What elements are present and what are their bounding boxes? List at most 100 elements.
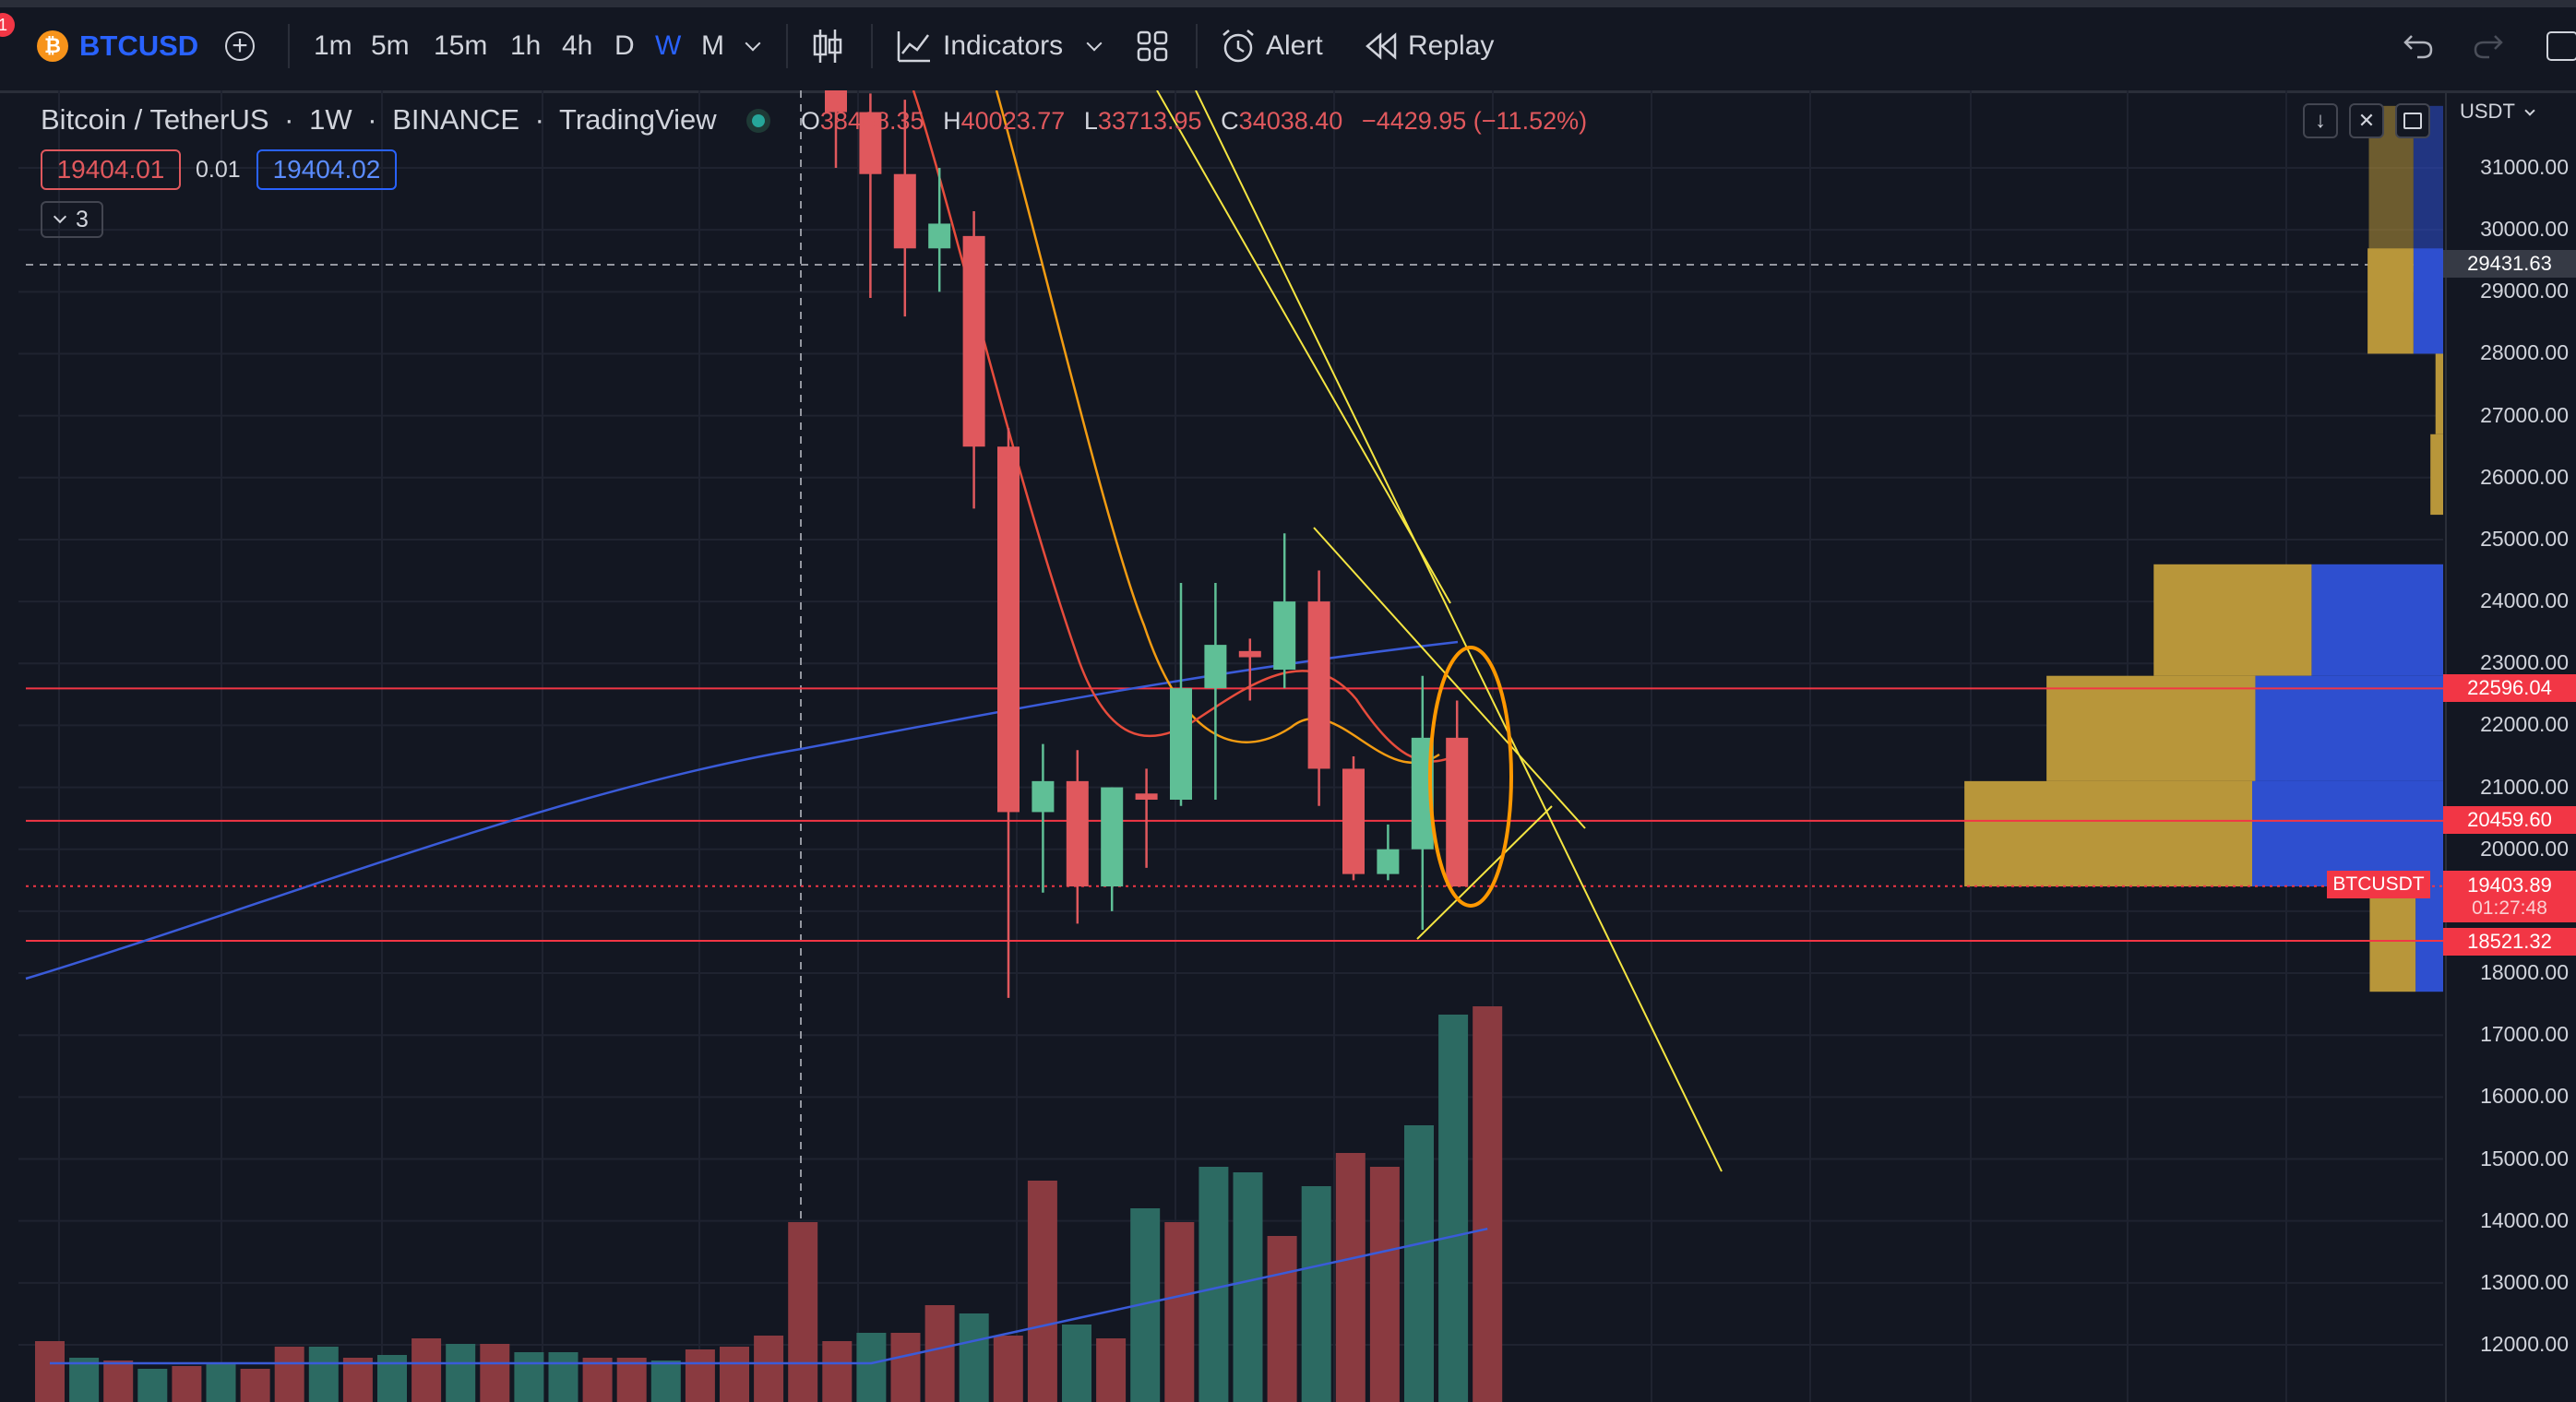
- price-axis-label: 23000.00: [2480, 650, 2569, 675]
- interval-4h[interactable]: 4h: [562, 30, 593, 61]
- interval-1m[interactable]: 1m: [314, 30, 352, 61]
- volume-bar: [1062, 1325, 1091, 1402]
- buy-price-button[interactable]: 19404.02: [256, 149, 397, 190]
- level-price-tag: 18521.32: [2443, 928, 2576, 956]
- symbol-legend[interactable]: Bitcoin / TetherUS · 1W · BINANCE · Trad…: [41, 103, 1588, 136]
- indicators-count: 3: [76, 206, 89, 232]
- maximize-button[interactable]: [2395, 103, 2430, 138]
- volume-bar: [103, 1360, 134, 1402]
- volume-bar: [1404, 1125, 1434, 1402]
- redo-icon: [2474, 35, 2503, 59]
- volume-bar: [993, 1336, 1023, 1402]
- volume-bar: [206, 1363, 236, 1402]
- indicators-dropdown-button[interactable]: [1086, 13, 1103, 79]
- market-status-dot-icon: [752, 114, 766, 127]
- templates-button[interactable]: [1137, 13, 1168, 79]
- candle-body: [1032, 780, 1055, 813]
- candle-body: [1307, 601, 1330, 769]
- indicators-button[interactable]: Indicators: [897, 13, 1063, 79]
- candle-body: [962, 235, 985, 447]
- sell-price-button[interactable]: 19404.01: [41, 149, 181, 190]
- ohlc-open-label: O: [800, 107, 820, 135]
- volume-bar: [1096, 1338, 1127, 1402]
- redo-button[interactable]: [2473, 13, 2504, 79]
- collapse-button[interactable]: ✕: [2349, 103, 2384, 138]
- volume-bar: [172, 1366, 202, 1402]
- alert-button[interactable]: Alert: [1220, 13, 1323, 79]
- grid-icon: [1137, 30, 1168, 62]
- replay-label: Replay: [1408, 30, 1495, 61]
- price-axis-label: 21000.00: [2480, 774, 2569, 799]
- plus-circle-icon: +: [225, 31, 255, 61]
- chevron-down-icon: [745, 35, 761, 52]
- volume-bar: [720, 1347, 749, 1402]
- chart-type-button[interactable]: [812, 13, 843, 79]
- currency-selector[interactable]: USDT: [2460, 100, 2535, 124]
- candle-body: [1101, 787, 1124, 887]
- volume-bar: [616, 1358, 647, 1402]
- price-axis-label: 22000.00: [2480, 712, 2569, 737]
- volume-bar: [69, 1358, 100, 1402]
- volume-bar: [822, 1341, 853, 1402]
- volume-bar: [1473, 1006, 1503, 1402]
- price-chart[interactable]: [0, 90, 2576, 1402]
- indicators-collapse-button[interactable]: 3: [41, 201, 103, 238]
- maximize-icon: [2403, 113, 2422, 129]
- chevron-down-icon: [1086, 35, 1103, 52]
- toolbar-separator: [288, 24, 290, 68]
- price-axis[interactable]: USDT: [2445, 90, 2576, 1402]
- interval-5m[interactable]: 5m: [371, 30, 410, 61]
- symbol-search-button[interactable]: ₿ BTCUSD: [37, 13, 198, 79]
- replay-button[interactable]: Replay: [1366, 13, 1494, 79]
- ohlc-low: 33713.95: [1097, 107, 1202, 135]
- legend-symbol-name: Bitcoin / TetherUS: [41, 103, 269, 136]
- toolbar-separator: [786, 24, 788, 68]
- undo-button[interactable]: [2403, 13, 2434, 79]
- current-price-tag: 19403.89 01:27:48: [2443, 871, 2576, 922]
- price-axis-label: 29000.00: [2480, 279, 2569, 303]
- current-price: 19403.89: [2467, 873, 2552, 897]
- volume-moving-average: [50, 1227, 1488, 1365]
- interval-d[interactable]: D: [614, 30, 635, 61]
- volume-bar: [1438, 1015, 1469, 1402]
- price-axis-label: 20000.00: [2480, 836, 2569, 861]
- volume-profile-bar: [2415, 886, 2443, 992]
- symbol-label: BTCUSD: [79, 30, 199, 62]
- highlight-ellipse: [1428, 646, 1513, 908]
- chart-area[interactable]: Bitcoin / TetherUS · 1W · BINANCE · Trad…: [0, 90, 2576, 1402]
- volume-bar: [754, 1336, 784, 1402]
- scroll-down-button[interactable]: ↓: [2303, 103, 2338, 138]
- volume-profile-bar: [2369, 886, 2416, 992]
- candles-icon: [813, 30, 842, 63]
- volume-bar: [1267, 1236, 1297, 1402]
- price-axis-label: 14000.00: [2480, 1207, 2569, 1232]
- volume-profile-bar: [2153, 564, 2312, 676]
- top-toolbar: 1 ₿ BTCUSD + 1m 5m 15m 1h 4h D W M Indic…: [0, 0, 2576, 93]
- arrow-down-icon: ↓: [2315, 108, 2326, 133]
- price-axis-label: 15000.00: [2480, 1146, 2569, 1170]
- undo-icon: [2403, 35, 2433, 59]
- interval-15m[interactable]: 15m: [434, 30, 488, 61]
- candle-body: [859, 112, 882, 174]
- interval-w[interactable]: W: [655, 30, 682, 61]
- price-axis-label: 16000.00: [2480, 1084, 2569, 1109]
- moving-average-line: [912, 90, 1459, 763]
- level-price-tag: 22596.04: [2443, 674, 2576, 702]
- volume-profile-bar: [2046, 675, 2256, 781]
- volume-profile-bar: [2430, 434, 2443, 516]
- interval-m[interactable]: M: [701, 30, 724, 61]
- compare-symbol-button[interactable]: +: [225, 13, 255, 79]
- notification-badge[interactable]: 1: [0, 13, 15, 37]
- layout-button[interactable]: [2546, 13, 2576, 79]
- crosshair-price-tag: 29431.63: [2443, 250, 2576, 278]
- interval-1h[interactable]: 1h: [510, 30, 542, 61]
- volume-profile-bar: [1964, 780, 2252, 887]
- interval-dropdown-button[interactable]: [745, 13, 761, 79]
- bar-countdown: 01:27:48: [2472, 897, 2547, 919]
- level-price-tag: 20459.60: [2443, 806, 2576, 834]
- volume-bar: [377, 1355, 407, 1402]
- volume-profile-bar: [2255, 675, 2443, 781]
- price-axis-label: 31000.00: [2480, 155, 2569, 179]
- toolbar-separator: [871, 24, 873, 68]
- price-axis-label: 26000.00: [2480, 464, 2569, 489]
